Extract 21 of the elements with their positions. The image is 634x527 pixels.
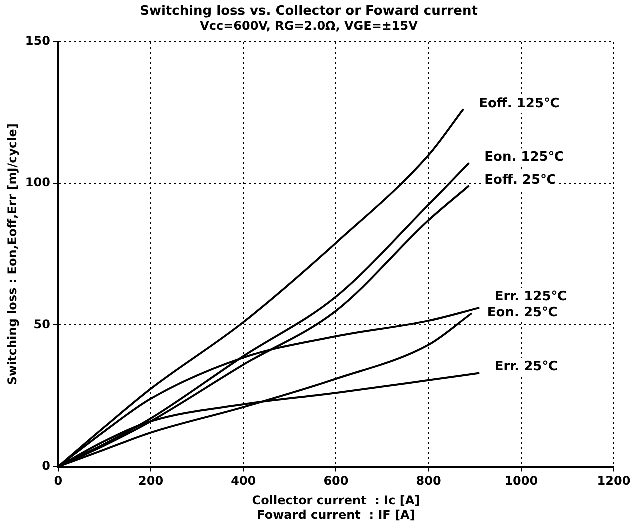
y-tick-label: 150 (25, 34, 50, 48)
series-label: Eon. 125℃ (484, 150, 564, 166)
x-tick-label: 200 (138, 474, 164, 488)
x-tick-label: 800 (416, 474, 442, 488)
x-tick-label: 0 (54, 474, 63, 488)
series-label: Err. 125℃ (494, 289, 568, 304)
x-tick-label: 1000 (504, 474, 538, 488)
chart-title: Switching loss vs. Collector or Foward current (140, 4, 478, 20)
x-tick-label: 1200 (597, 474, 631, 488)
series-label: Eon. 25℃ (487, 305, 558, 320)
y-tick-label: 50 (34, 317, 50, 332)
y-axis-title: Switching loss : Eon,Eoff,Err [mJ/cycle] (5, 124, 20, 386)
y-tick-label: 0 (42, 458, 50, 473)
x-tick-label: 600 (324, 474, 349, 488)
y-tick-label: 100 (25, 176, 50, 190)
x-tick-label: 400 (231, 474, 256, 488)
series-label: Err. 25℃ (494, 360, 558, 375)
x-axis-title: Collector current : Ic [A] Foward current : IF [A] (252, 494, 420, 522)
series-label: Eoff. 25℃ (484, 172, 556, 188)
series-label: Eoff. 125℃ (479, 96, 560, 112)
chart-subtitle: Vcc=600V, RG=2.0Ω, VGE=±15V (200, 18, 419, 33)
